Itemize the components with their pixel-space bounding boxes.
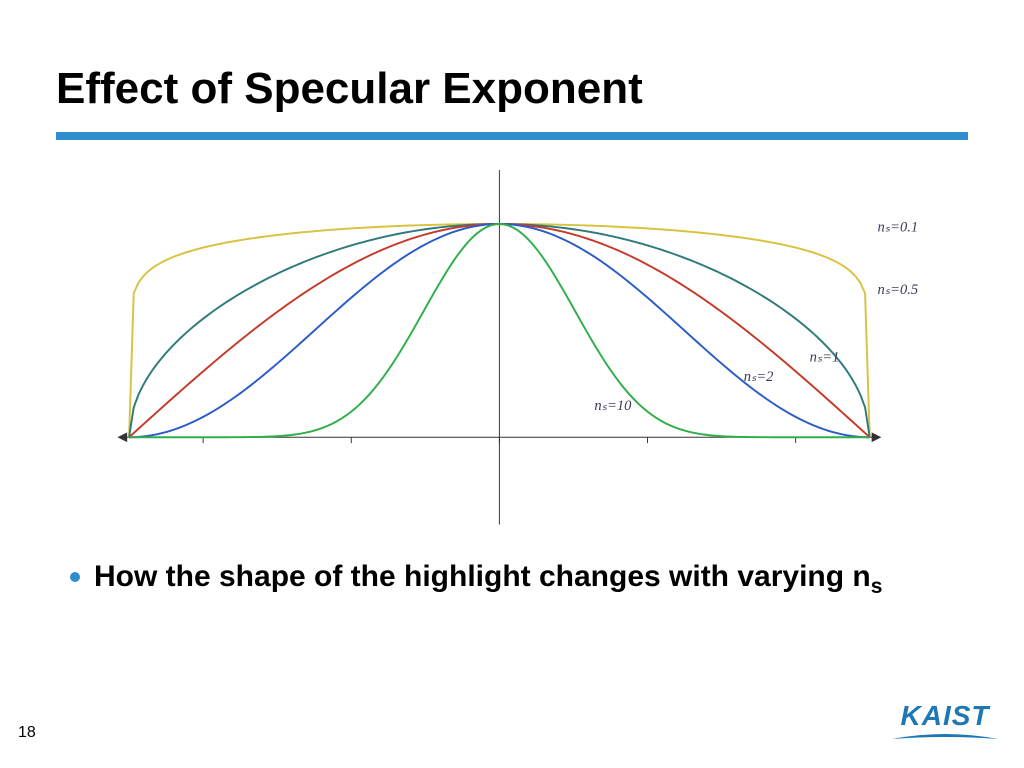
curve-label-ns-10: nₛ=10 [594, 398, 632, 414]
bullet-item: How the shape of the highlight changes w… [70, 558, 950, 600]
page-number: 18 [18, 724, 36, 742]
curve-label-ns-0.5: nₛ=0.5 [877, 282, 918, 298]
specular-exponent-chart: nₛ=0.1 nₛ=0.5 nₛ=1 nₛ=2 nₛ=10 [100, 170, 924, 530]
curve-label-ns-0.1: nₛ=0.1 [877, 220, 918, 236]
bullet-text: How the shape of the highlight changes w… [94, 558, 882, 600]
title-rule [56, 132, 968, 140]
page-title: Effect of Specular Exponent [56, 64, 643, 114]
kaist-logo: KAIST [890, 700, 1000, 750]
curve-label-ns-1: nₛ=1 [810, 350, 840, 366]
bullet-dot-icon [70, 572, 80, 582]
curve-label-ns-2: nₛ=2 [744, 369, 774, 385]
